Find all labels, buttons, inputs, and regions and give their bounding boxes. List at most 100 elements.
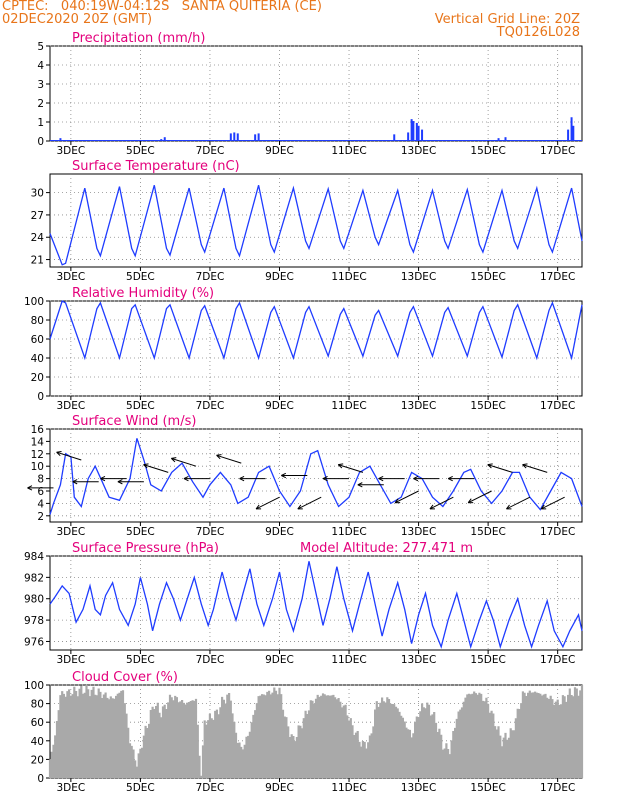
x-tick-label: 13DEC (401, 526, 436, 538)
y-tick-label: 100 (24, 296, 44, 308)
wind-vector (170, 457, 197, 467)
precip-bar (393, 134, 396, 141)
y-tick-label: 80 (31, 699, 44, 711)
wind-vector (429, 496, 454, 510)
panel-frame (49, 173, 583, 268)
x-tick-label: 7DEC (196, 271, 225, 283)
wind-vector (487, 463, 513, 473)
y-tick-label: 2 (37, 511, 44, 523)
precip-bar (421, 129, 424, 141)
panel-frame (49, 300, 583, 397)
y-tick-label: 0 (37, 136, 44, 148)
x-tick-label: 11DEC (331, 145, 366, 157)
panel-6 (46, 684, 584, 782)
precip-bar (254, 134, 257, 141)
wind-vector (413, 475, 440, 482)
panel-5 (46, 555, 583, 654)
wind-vector (297, 496, 322, 510)
wind-vector (27, 485, 54, 491)
x-tick-label: 15DEC (470, 400, 505, 412)
y-tick-label: 8 (37, 474, 44, 486)
y-tick-label: 978 (24, 615, 44, 627)
precip-bar (497, 138, 500, 141)
wind-vector (394, 490, 419, 504)
x-tick-label: 17DEC (540, 145, 575, 157)
precip-bar (163, 137, 166, 141)
wind-vector (322, 475, 350, 482)
y-tick-label: 40 (31, 353, 44, 365)
y-tick-label: 12 (31, 449, 44, 461)
precip-bar (229, 133, 232, 141)
x-tick-label: 5DEC (126, 271, 155, 283)
cloud-bars (48, 685, 584, 778)
x-tick-label: 17DEC (540, 782, 575, 794)
panel-1 (46, 45, 583, 145)
precip-bar (59, 138, 62, 141)
wind-vector (447, 475, 475, 482)
x-tick-label: 7DEC (196, 526, 225, 538)
precip-bar (233, 132, 236, 141)
wind-vector (216, 454, 242, 464)
y-tick-label: 5 (37, 41, 44, 53)
x-tick-label: 3DEC (56, 654, 85, 666)
header-grid-note: Vertical Grid Line: 20Z (434, 12, 580, 27)
x-tick-label: 11DEC (331, 654, 366, 666)
wind-vector (522, 463, 548, 473)
x-tick-label: 7DEC (196, 654, 225, 666)
panel-frame (49, 428, 583, 523)
x-tick-label: 17DEC (540, 400, 575, 412)
y-tick-label: 2 (37, 98, 44, 110)
wind-vector (540, 496, 565, 510)
header-code: TQ0126L028 (496, 25, 580, 40)
x-tick-label: 15DEC (470, 526, 505, 538)
panel-frame (49, 555, 583, 651)
y-tick-label: 100 (24, 680, 44, 692)
panel-title: Cloud Cover (%) (72, 670, 178, 685)
x-tick-label: 13DEC (401, 654, 436, 666)
precip-bar (572, 125, 575, 141)
y-tick-label: 982 (24, 572, 44, 584)
y-tick-label: 0 (37, 773, 44, 785)
x-tick-label: 15DEC (470, 782, 505, 794)
precip-bar (417, 125, 420, 141)
y-tick-label: 80 (31, 315, 44, 327)
y-tick-label: 0 (37, 391, 44, 403)
y-tick-label: 1 (37, 117, 44, 129)
wind-vector (56, 450, 82, 461)
panel-title: Surface Temperature (nC) (72, 159, 240, 174)
precip-bar (410, 119, 413, 141)
x-tick-label: 9DEC (265, 400, 294, 412)
panel-annotation: Model Altitude: 277.471 m (300, 541, 473, 556)
x-tick-label: 9DEC (265, 145, 294, 157)
y-tick-label: 21 (31, 255, 44, 267)
x-tick-label: 17DEC (540, 271, 575, 283)
x-tick-label: 11DEC (331, 271, 366, 283)
x-tick-label: 9DEC (265, 782, 294, 794)
wind-vector (255, 496, 280, 510)
wind-vector (337, 463, 364, 473)
y-tick-label: 10 (31, 461, 44, 473)
series-line (49, 561, 583, 650)
x-tick-label: 13DEC (401, 145, 436, 157)
y-tick-label: 20 (31, 372, 44, 384)
y-tick-label: 16 (31, 424, 45, 436)
x-tick-label: 15DEC (470, 145, 505, 157)
x-tick-label: 13DEC (401, 400, 436, 412)
precip-bar (407, 132, 410, 141)
wind-vector (72, 479, 99, 485)
x-tick-label: 7DEC (196, 145, 225, 157)
y-tick-label: 20 (31, 754, 44, 766)
panel-title: Surface Wind (m/s) (72, 414, 196, 429)
x-tick-label: 9DEC (265, 526, 294, 538)
wind-vector (506, 496, 531, 510)
precip-bar (236, 133, 239, 141)
x-tick-label: 5DEC (126, 654, 155, 666)
x-tick-label: 5DEC (126, 145, 155, 157)
wind-vector (100, 475, 127, 482)
wind-vector (183, 475, 210, 482)
series-line (49, 300, 583, 361)
y-tick-label: 60 (31, 334, 44, 346)
panel-frame (49, 45, 583, 142)
x-tick-label: 11DEC (331, 526, 366, 538)
